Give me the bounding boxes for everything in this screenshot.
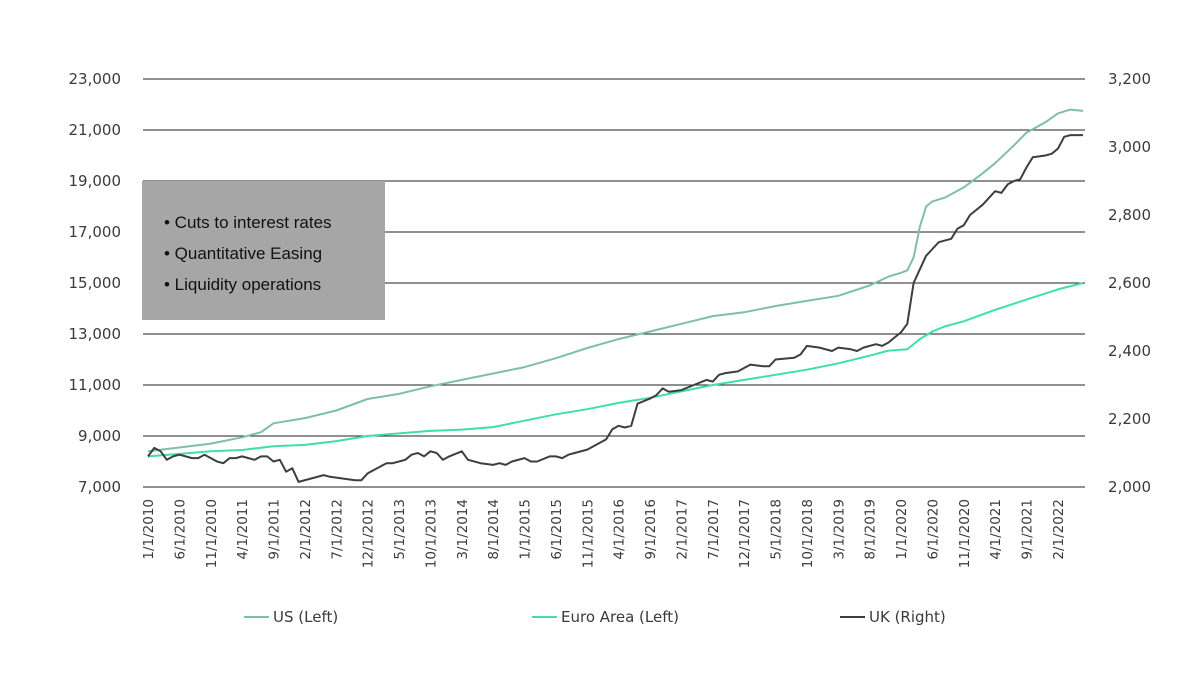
legend-label: UK (Right) [869, 608, 946, 626]
x-tick-label: 6/1/2020 [925, 499, 941, 560]
x-tick-label: 1/1/2010 [141, 499, 157, 560]
series-line-uk-right [147, 134, 1083, 483]
note-item-interest-rates: • Cuts to interest rates [164, 213, 332, 232]
left-y-tick-label: 23,000 [69, 70, 122, 88]
x-tick-label: 8/1/2014 [486, 499, 502, 560]
series-lines [147, 108, 1084, 483]
left-y-tick-label: 11,000 [69, 376, 122, 394]
x-tick-label: 9/1/2011 [267, 499, 283, 560]
left-y-tick-label: 15,000 [69, 274, 122, 292]
x-tick-label: 8/1/2019 [863, 499, 879, 560]
left-y-tick-label: 19,000 [69, 172, 122, 190]
x-tick-label: 11/1/2010 [204, 499, 220, 568]
x-tick-label: 2/1/2022 [1051, 499, 1067, 560]
left-y-tick-label: 17,000 [69, 223, 122, 241]
x-tick-label: 10/1/2018 [800, 499, 816, 568]
x-tick-label: 3/1/2014 [455, 499, 471, 560]
policy-note-box: • Cuts to interest rates • Quantitative … [142, 181, 385, 320]
series-line-euro-area-left [147, 282, 1084, 458]
x-tick-label: 5/1/2018 [769, 499, 785, 560]
x-tick-label: 11/1/2020 [957, 499, 973, 568]
x-tick-label: 6/1/2010 [172, 499, 188, 560]
note-item-quantitative-easing: • Quantitative Easing [164, 244, 323, 263]
right-y-tick-label: 2,800 [1108, 206, 1151, 224]
left-y-axis-ticks: 7,000 9,000 11,000 13,000 15,000 17,000 19,000… [69, 70, 122, 496]
x-tick-label: 7/1/2017 [706, 499, 722, 560]
x-tick-label: 9/1/2016 [643, 499, 659, 560]
legend-label: US (Left) [273, 608, 338, 626]
left-y-tick-label: 13,000 [69, 325, 122, 343]
left-y-tick-label: 7,000 [78, 478, 121, 496]
x-tick-label: 4/1/2016 [612, 499, 628, 560]
right-y-tick-label: 3,000 [1108, 138, 1151, 156]
x-axis-ticks: 1/1/2010 6/1/2010 11/1/2010 4/1/2011 9/1/201… [141, 499, 1067, 568]
x-tick-label: 2/1/2017 [674, 499, 690, 560]
x-tick-label: 11/1/2015 [580, 499, 596, 568]
right-y-tick-label: 2,400 [1108, 342, 1151, 360]
legend: US (Left) Euro Area (Left) UK (Right) [244, 608, 946, 626]
x-tick-label: 9/1/2021 [1020, 499, 1036, 560]
x-tick-label: 4/1/2021 [988, 499, 1004, 560]
legend-label: Euro Area (Left) [561, 608, 679, 626]
right-y-tick-label: 3,200 [1108, 70, 1151, 88]
right-y-axis-ticks: 2,000 2,200 2,400 2,600 2,800 3,000 3,200 [1108, 70, 1151, 496]
series-line-us-left [147, 108, 1084, 453]
x-tick-label: 12/1/2017 [737, 499, 753, 568]
x-tick-label: 6/1/2015 [549, 499, 565, 560]
x-tick-label: 12/1/2012 [361, 499, 377, 568]
left-y-tick-label: 21,000 [69, 121, 122, 139]
x-tick-label: 7/1/2012 [329, 499, 345, 560]
x-tick-label: 5/1/2013 [392, 499, 408, 560]
left-y-tick-label: 9,000 [78, 427, 121, 445]
note-item-liquidity-operations: • Liquidity operations [164, 275, 322, 294]
x-tick-label: 1/1/2020 [894, 499, 910, 560]
x-tick-label: 10/1/2013 [423, 499, 439, 568]
x-tick-label: 2/1/2012 [298, 499, 314, 560]
right-y-tick-label: 2,200 [1108, 410, 1151, 428]
right-y-tick-label: 2,000 [1108, 478, 1151, 496]
x-tick-label: 3/1/2019 [831, 499, 847, 560]
x-tick-label: 4/1/2011 [235, 499, 251, 560]
x-tick-label: 1/1/2015 [518, 499, 534, 560]
right-y-tick-label: 2,600 [1108, 274, 1151, 292]
